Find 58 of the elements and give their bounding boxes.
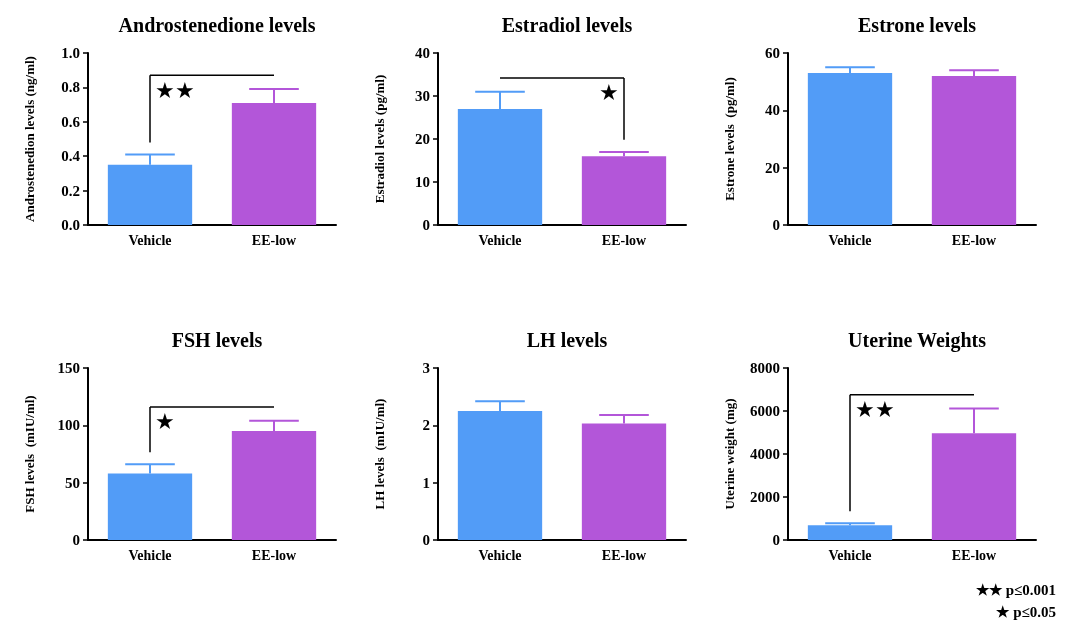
y-tick-label: 0	[72, 532, 80, 548]
y-tick-label: 2	[422, 417, 430, 434]
chart-title: Androstenedione levels	[118, 14, 316, 36]
x-tick-label: EE-low	[601, 547, 648, 563]
chart-title: Uterine Weights	[848, 329, 987, 352]
x-tick-label: Vehicle	[128, 547, 172, 563]
x-tick-label: Vehicle	[828, 232, 872, 248]
y-tick-label: 0.6	[61, 113, 81, 130]
y-axis-title: FSH levels (mIU/ml)	[22, 395, 37, 513]
chart-title: FSH levels	[171, 329, 263, 351]
y-tick-label: 0	[422, 532, 430, 548]
y-tick-label: 4000	[750, 446, 780, 462]
text: ★ p≤0.05	[996, 603, 1056, 620]
y-tick-label: 1.0	[61, 45, 80, 61]
y-tick-label: 30	[415, 88, 430, 104]
annotation: ★★	[855, 397, 895, 423]
y-tick-label: 2000	[750, 489, 780, 505]
y-tick-label: 0	[422, 217, 430, 233]
y-axis-title: Estrone levels (pg/ml)	[722, 77, 737, 201]
y-tick-label: 0	[772, 217, 780, 233]
y-tick-label: 3	[422, 360, 430, 376]
x-tick-label: EE-low	[251, 232, 298, 248]
y-tick-label: 0.8	[61, 79, 80, 96]
chart-title: Estradiol levels	[501, 14, 633, 36]
x-tick-label: Vehicle	[128, 232, 172, 248]
annotation: ★	[599, 80, 619, 106]
chart-title: Estrone levels	[858, 14, 977, 36]
x-tick-label: EE-low	[951, 547, 998, 563]
x-tick-label: Vehicle	[478, 232, 522, 248]
y-tick-label: 0.2	[61, 182, 80, 199]
y-axis-title: LH levels (mIU/ml)	[372, 398, 387, 510]
y-axis-title: Estradiol levels (pg/ml)	[372, 74, 387, 204]
x-tick-label: Vehicle	[828, 547, 872, 563]
annotation: ★★	[155, 77, 195, 103]
y-tick-label: 40	[765, 102, 780, 119]
y-tick-label: 1	[422, 474, 430, 491]
y-tick-label: 60	[765, 45, 780, 61]
x-tick-label: EE-low	[951, 232, 998, 248]
y-tick-label: 8000	[750, 360, 780, 376]
y-axis-title: Uterine weight (mg)	[722, 398, 737, 510]
y-tick-label: 0.4	[61, 148, 81, 165]
y-tick-label: 20	[415, 131, 430, 147]
y-tick-label: 50	[65, 474, 80, 491]
y-tick-label: 100	[57, 417, 80, 434]
x-tick-label: Vehicle	[478, 547, 522, 563]
x-tick-label: EE-low	[251, 547, 298, 563]
y-tick-label: 20	[765, 159, 780, 176]
y-tick-label: 10	[415, 174, 430, 190]
y-tick-label: 6000	[750, 403, 780, 419]
text: ★★ p≤0.001	[975, 581, 1056, 598]
y-axis-title: Androstenedion levels (ng/ml)	[22, 56, 37, 222]
y-tick-label: 0.0	[61, 217, 80, 233]
y-tick-label: 150	[57, 360, 80, 376]
y-tick-label: 40	[415, 45, 430, 61]
annotation: ★	[155, 409, 175, 435]
x-tick-label: EE-low	[601, 232, 648, 248]
chart-title: LH levels	[526, 329, 608, 351]
y-tick-label: 0	[772, 532, 780, 548]
